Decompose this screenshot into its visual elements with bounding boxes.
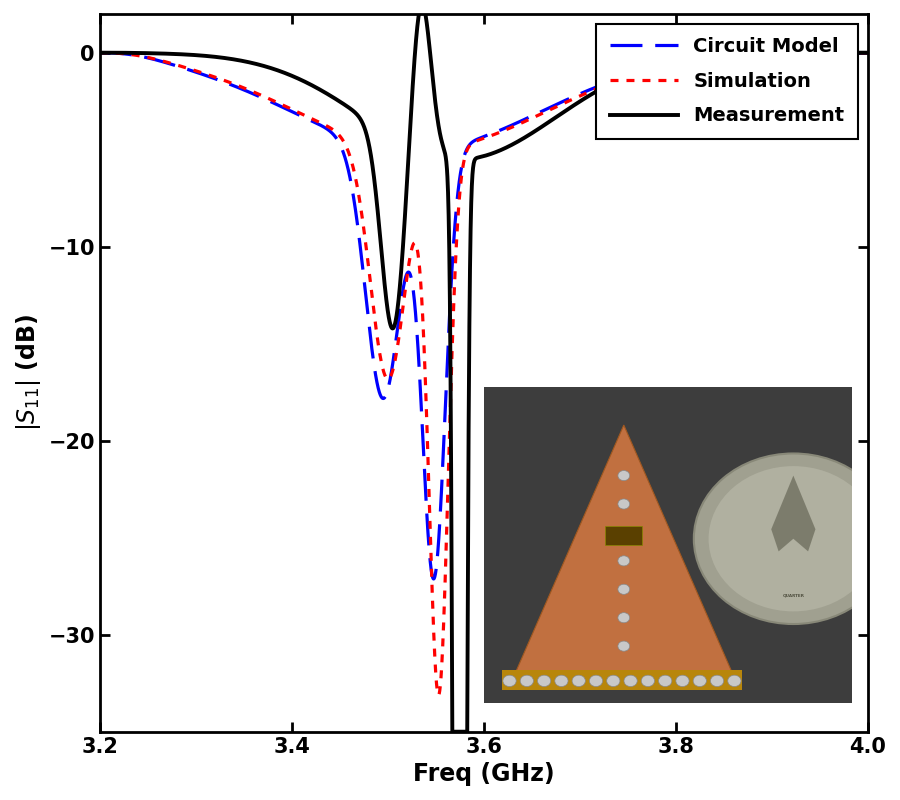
Y-axis label: $|S_{11}|$ (dB): $|S_{11}|$ (dB): [14, 314, 43, 431]
X-axis label: Freq (GHz): Freq (GHz): [413, 762, 554, 786]
Legend: Circuit Model, Simulation, Measurement: Circuit Model, Simulation, Measurement: [596, 24, 858, 139]
